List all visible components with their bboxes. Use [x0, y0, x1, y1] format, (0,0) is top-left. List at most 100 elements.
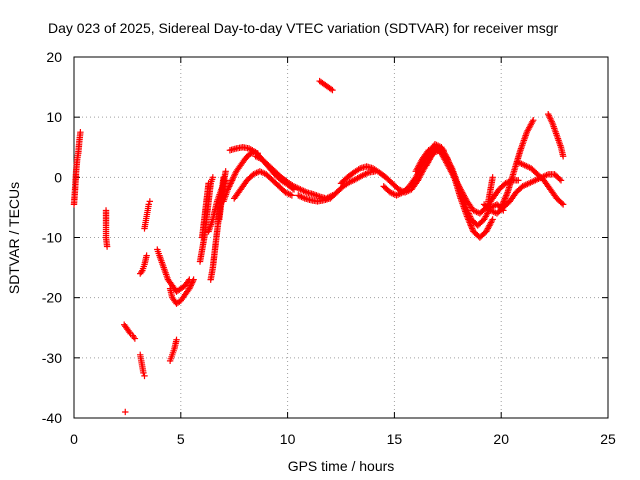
data-point — [245, 145, 258, 155]
series-s17 — [231, 168, 296, 202]
data-point — [213, 211, 223, 235]
data-point — [140, 369, 147, 377]
data-point — [519, 180, 531, 190]
data-point — [442, 153, 455, 171]
data-point — [169, 347, 177, 359]
data-point — [310, 190, 322, 200]
data-point — [559, 153, 567, 160]
data-point — [166, 353, 175, 365]
data-point — [474, 217, 487, 229]
data-point — [559, 201, 567, 208]
y-tick-label: 0 — [54, 169, 62, 185]
y-tick-label: -20 — [42, 290, 62, 306]
y-tick-label: 20 — [46, 49, 62, 65]
data-point — [297, 186, 309, 195]
y-tick-label: -30 — [42, 350, 62, 366]
data-point — [74, 152, 82, 163]
data-point — [237, 178, 250, 193]
x-tick-label: 5 — [177, 431, 185, 447]
data-point — [265, 162, 277, 174]
data-point — [324, 83, 335, 93]
series-s30 — [544, 110, 567, 160]
data-point — [423, 151, 436, 169]
y-tick-label: -10 — [42, 230, 62, 246]
data-point — [233, 163, 243, 175]
data-point — [131, 335, 139, 342]
data-point — [256, 168, 268, 177]
data-point — [71, 169, 80, 193]
data-point — [455, 183, 468, 206]
data-point — [220, 187, 231, 205]
y-tick-label: 10 — [46, 109, 62, 125]
data-point — [228, 169, 239, 184]
x-axis-label: GPS time / hours — [288, 458, 395, 474]
data-point — [316, 77, 326, 87]
data-point — [333, 184, 346, 196]
data-point — [530, 116, 537, 124]
data-point — [357, 163, 369, 172]
data-point — [122, 408, 129, 416]
data-point — [288, 192, 296, 199]
grid-lines — [74, 57, 608, 418]
series-s5 — [137, 351, 148, 380]
data-point — [209, 247, 218, 271]
data-point — [380, 183, 393, 195]
data-point — [282, 189, 294, 198]
data-point — [553, 195, 566, 207]
data-point — [489, 216, 496, 223]
series-s1 — [70, 129, 84, 208]
data-point — [77, 129, 84, 136]
series-s20 — [295, 168, 379, 205]
data-point — [224, 178, 235, 193]
y-axis-label: SDTVAR / TECUs — [6, 182, 22, 294]
data-point — [211, 229, 221, 253]
data-point — [489, 174, 496, 181]
data-point — [540, 177, 553, 192]
data-point — [160, 264, 171, 282]
series-s15 — [216, 168, 229, 223]
series-s21 — [316, 77, 336, 94]
data-point — [487, 175, 496, 193]
series-s10 — [166, 336, 180, 365]
data-point — [102, 234, 111, 248]
series-s16 — [220, 148, 261, 205]
series-s3 — [120, 321, 139, 342]
data-point — [125, 327, 133, 336]
series-s9 — [166, 276, 197, 307]
data-point — [226, 145, 238, 154]
data-point — [186, 277, 197, 292]
data-point — [515, 177, 522, 184]
chart-title: Day 023 of 2025, Sidereal Day-to-day VTE… — [48, 20, 558, 36]
data-point — [139, 263, 147, 274]
data-point — [386, 189, 399, 198]
data-point — [141, 254, 150, 268]
series-s27 — [480, 171, 565, 217]
data-point — [146, 198, 154, 205]
x-tick-label: 15 — [387, 431, 403, 447]
data-point — [498, 190, 511, 211]
data-point — [557, 177, 565, 184]
data-point — [320, 80, 330, 90]
data-point — [198, 236, 208, 253]
data-point — [329, 86, 336, 94]
data-point — [156, 252, 167, 270]
data-point — [327, 190, 339, 202]
series-s28 — [498, 116, 537, 211]
series-s8 — [154, 246, 193, 295]
x-tick-label: 25 — [600, 431, 616, 447]
data-point — [295, 192, 307, 201]
data-point — [412, 157, 425, 175]
data-point — [544, 110, 555, 125]
data-point — [196, 248, 206, 265]
series-s6 — [137, 252, 150, 277]
data-point — [222, 168, 229, 175]
data-point — [141, 372, 148, 380]
data-point — [544, 171, 557, 178]
data-point — [448, 165, 462, 188]
x-tick-label: 20 — [493, 431, 509, 447]
data-point — [190, 276, 197, 283]
series-s26 — [485, 174, 496, 205]
data-point — [207, 266, 216, 283]
